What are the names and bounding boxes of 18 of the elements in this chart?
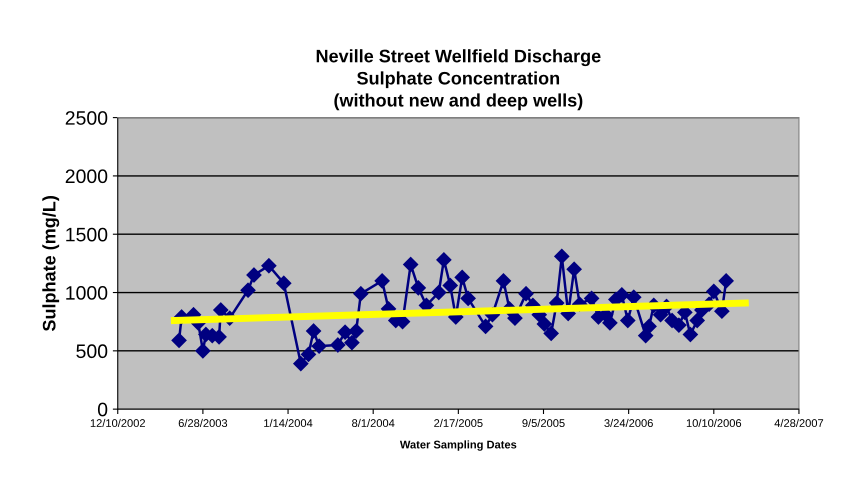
y-tick-label: 2000: [66, 169, 108, 184]
x-tick-label: 4/28/2007: [774, 418, 824, 428]
y-tick-label: 1500: [66, 228, 108, 242]
y-tick-label: 1000: [66, 286, 108, 300]
x-tick-label: 12/10/2002: [90, 418, 145, 428]
y-axis-title: Sulphate (mg/L): [42, 196, 60, 332]
x-tick-label: 9/5/2005: [522, 418, 565, 428]
y-tick-label: 0: [98, 402, 108, 416]
x-axis-title: Water Sampling Dates: [400, 440, 516, 451]
y-tick-label: 500: [76, 344, 108, 358]
x-tick-label: 2/17/2005: [434, 418, 483, 428]
x-tick-label: 3/24/2006: [604, 418, 653, 428]
x-tick-label: 1/14/2004: [264, 418, 312, 428]
y-tick-label: 2500: [66, 111, 108, 125]
chart-title: Neville Street Wellfield Discharge Sulphate Concentration (without new and deep wells): [316, 49, 601, 110]
x-tick-label: 8/1/2004: [352, 418, 394, 428]
x-tick-label: 6/28/2003: [178, 418, 228, 428]
x-tick-label: 10/10/2006: [686, 418, 742, 428]
